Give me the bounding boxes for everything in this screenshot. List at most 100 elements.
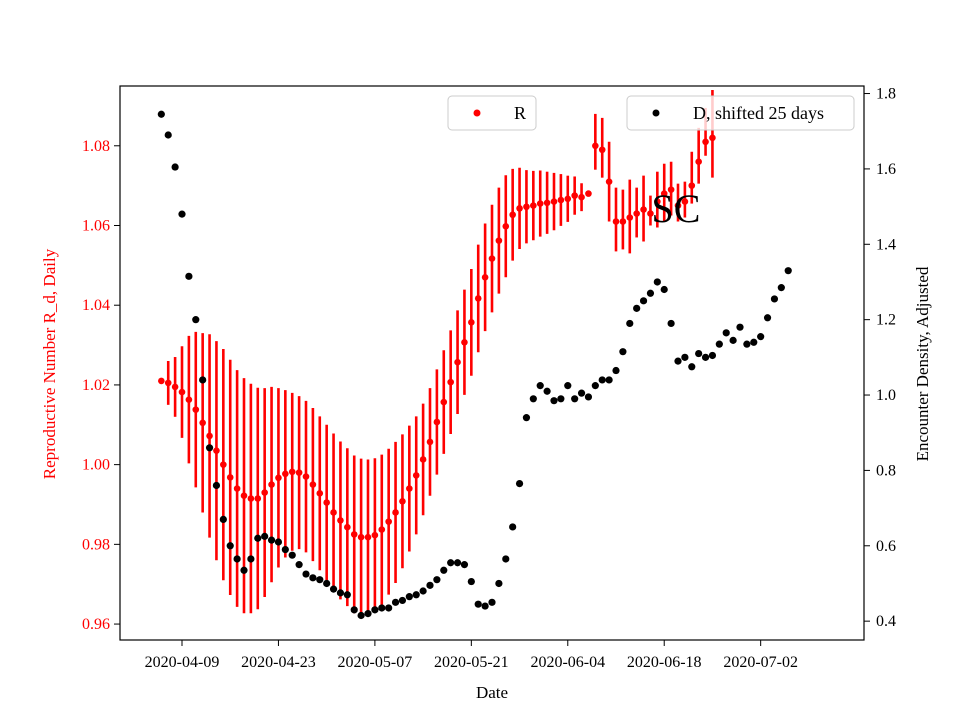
r-point [709,134,716,142]
r-point [474,295,482,302]
y-right-tick-label: 0.4 [876,613,896,630]
r-point [357,533,365,541]
r-point [282,470,289,478]
d-point [515,479,524,488]
r-point [530,202,537,209]
d-point [205,444,214,452]
d-point [777,284,785,292]
r-point [295,469,303,476]
d-point [736,323,744,331]
d-point [564,382,572,390]
d-point [329,585,338,593]
r-point [213,447,220,454]
r-point [261,489,268,496]
r-point [612,218,620,225]
y-left-tick-label: 0.96 [82,616,110,633]
y-right-tick-label: 0.6 [876,538,896,555]
r-point [344,523,351,531]
d-point [660,285,668,294]
d-point [440,566,448,574]
r-point [399,498,406,505]
legend-d: D, shifted 25 days [626,95,855,131]
r-point [667,186,675,193]
d-point [708,351,717,360]
r-point [516,205,523,212]
r-point [337,517,344,524]
r-point [226,474,234,481]
d-point [571,395,579,403]
r-point [350,531,358,538]
d-point [495,579,503,588]
y-left-tick-label: 1.02 [82,377,110,394]
r-point [550,198,558,205]
d-point [653,278,661,286]
r-point [488,255,496,262]
legend-r-box [447,95,537,131]
y-right-tick-label: 0.8 [876,462,896,479]
r-point [440,398,448,406]
d-point [357,611,365,620]
d-point [405,593,413,601]
d-point [722,329,730,337]
d-point [309,574,317,582]
d-point [605,376,613,384]
r-point [178,388,186,396]
d-point [378,604,386,612]
r-point [502,222,510,230]
d-point [688,363,696,371]
d-point [447,559,455,567]
r-point [619,218,627,225]
d-point [488,598,496,606]
d-point [267,536,276,544]
d-point [619,348,627,356]
r-point [158,377,165,385]
plot-frame [119,85,865,641]
d-point [178,210,186,218]
legend-d-label: D, shifted 25 days [693,103,824,123]
r-point [578,193,585,201]
r-point [495,237,503,244]
x-tick-label: 2020-04-09 [145,654,220,671]
r-point [164,379,172,387]
d-point [522,414,531,422]
r-point [598,146,606,154]
r-point [647,210,654,217]
d-point [529,395,537,403]
d-point [171,163,179,171]
r-point [557,196,565,204]
r-point [571,192,578,199]
d-point [763,314,772,322]
r-point [654,198,661,205]
r-point [543,199,551,207]
d-point [426,581,434,589]
annotation-label: SC [652,186,701,231]
d-point [350,606,358,614]
d-point [323,579,331,588]
d-point [261,532,269,540]
d-point [460,561,469,569]
d-point [550,397,558,405]
d-point [281,545,289,554]
r-point [199,419,206,427]
x-tick-label: 2020-06-18 [627,654,702,671]
r-point [426,438,434,446]
r-point [323,499,330,506]
r-point [454,358,461,366]
r-point [419,456,427,463]
r-point [240,492,248,500]
r-point [702,138,709,146]
r-point [681,198,689,205]
d-point [419,587,427,595]
d-point [157,110,165,118]
x-axis-label: Date [476,683,508,702]
r-point [509,211,516,219]
r-point [364,533,372,541]
d-point [398,596,407,605]
d-point [371,606,379,614]
y-left-tick-label: 1.08 [82,138,110,155]
r-point [392,509,399,516]
r-point [254,495,262,502]
r-point [536,200,544,207]
r-point [171,383,179,391]
